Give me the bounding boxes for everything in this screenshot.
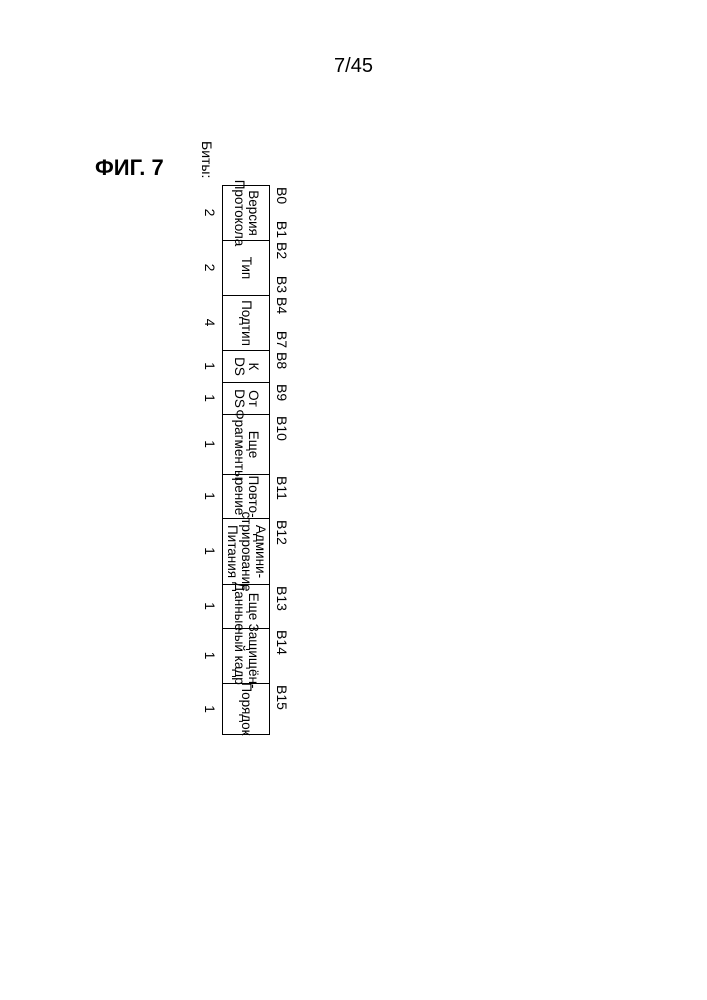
bits-count: 1: [200, 350, 222, 382]
bit-index-end: B1: [272, 221, 290, 238]
bit-index: B9: [270, 382, 290, 414]
bits-count: 1: [200, 628, 222, 683]
field-cell: Защищён-ный кадр: [222, 628, 270, 683]
field-cell: Порядок: [222, 683, 270, 735]
page: 7/45 ФИГ. 7 Биты: B0 B1 B2 B3 B4 B7 B8B9B10B11…: [0, 0, 707, 1000]
bit-index: B8: [270, 350, 290, 382]
bits-count: 1: [200, 414, 222, 474]
bit-index: B12: [270, 518, 290, 584]
bit-index-row: B0 B1 B2 B3 B4 B7 B8B9B10B11B12B13B14B15: [270, 185, 290, 735]
bits-count: 1: [200, 474, 222, 518]
bit-index: B11: [270, 474, 290, 518]
bit-index-end: B3: [272, 276, 290, 293]
field-cell: ВерсияПротокола: [222, 185, 270, 240]
bit-index-end: B7: [272, 331, 290, 348]
field-cell: Админи-стрированиеПитания: [222, 518, 270, 584]
figure-label: ФИГ. 7: [95, 155, 164, 181]
field-cell: ЕщеДанные: [222, 584, 270, 628]
bits-count: 1: [200, 382, 222, 414]
bit-index: B14: [270, 628, 290, 683]
field-cell: КDS: [222, 350, 270, 382]
frame-control-diagram: Биты: B0B1B2B3B4B7B8B9B10B11B12B13B14B15…: [200, 185, 290, 735]
field-row: ВерсияПротоколаТипПодтипКDSОтDSЕщеФрагме…: [222, 185, 270, 735]
bits-count: 2: [200, 240, 222, 295]
bit-index: B13: [270, 584, 290, 628]
bit-index: B15: [270, 683, 290, 735]
field-cell: ЕщеФрагменты: [222, 414, 270, 474]
page-number: 7/45: [0, 55, 707, 78]
bit-index: B4 B7: [270, 295, 290, 350]
bit-index: B2 B3: [270, 240, 290, 295]
bits-count: 4: [200, 295, 222, 350]
bit-index: B10: [270, 414, 290, 474]
field-cell: Тип: [222, 240, 270, 295]
bits-count: 1: [200, 584, 222, 628]
bit-index-start: B2: [272, 242, 290, 259]
bit-index-start: B4: [272, 297, 290, 314]
bit-index: B0 B1: [270, 185, 290, 240]
bit-index-start: B0: [272, 187, 290, 204]
bits-count: 1: [200, 683, 222, 735]
bits-label: Биты:: [199, 141, 215, 178]
bits-count: 1: [200, 518, 222, 584]
bits-count: 2: [200, 185, 222, 240]
bits-row: 22411111111: [200, 185, 222, 735]
field-cell: Подтип: [222, 295, 270, 350]
